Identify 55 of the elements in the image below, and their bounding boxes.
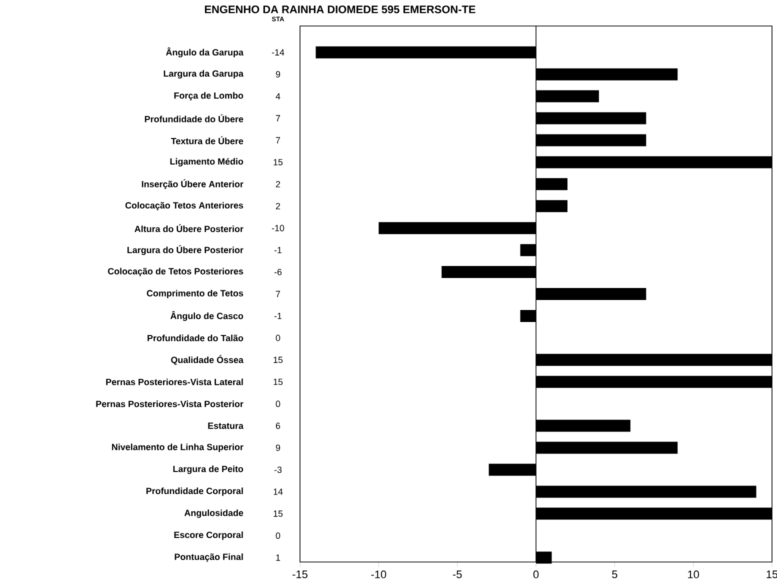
y-tick-label: Angulosidade: [184, 509, 244, 518]
data-label: -3: [274, 466, 282, 473]
y-tick-label: Profundidade Corporal: [146, 488, 243, 496]
x-tick-label: 5: [612, 570, 618, 578]
data-label: 4: [276, 93, 280, 100]
data-label: 1: [276, 554, 280, 561]
y-tick-label: Colocação de Tetos Posteriores: [108, 268, 244, 276]
y-tick-label: Textura de Úbere: [170, 136, 244, 144]
y-tick-label: Comprimento de Tetos: [146, 290, 244, 298]
x-tick-label: 0: [533, 570, 539, 578]
y-tick-label: Profundidade do Talão: [148, 334, 244, 342]
data-label: -1: [274, 312, 282, 320]
y-tick-label: Estatura: [208, 422, 244, 429]
y-tick-label: Largura de Peito: [173, 466, 244, 474]
y-tick-label: Pernas Posteriores-Vista Posterior: [96, 400, 244, 408]
y-tick-label: Largura da Garupa: [164, 70, 244, 79]
data-label: -10: [272, 224, 284, 232]
data-label: 15: [274, 159, 283, 166]
y-tick-label: Ligamento Médio: [170, 158, 244, 166]
x-tick-label: -5: [452, 570, 462, 578]
y-tick-label: Largura do Úbere Posterior: [127, 245, 244, 255]
chart-title: ENGENHO DA RAINHA DIOMEDE 595 EMERSON-TE: [204, 6, 476, 14]
data-label: 15: [274, 510, 283, 517]
data-label: -6: [274, 268, 282, 276]
data-label: 0: [276, 334, 280, 342]
y-tick-label: Colocação Tetos Anteriores: [125, 202, 244, 210]
data-label: 15: [274, 356, 283, 364]
y-tick-label: Força de Lombo: [174, 92, 244, 100]
y-tick-label: Profundidade do Úbere: [144, 114, 244, 122]
data-label: 15: [274, 378, 283, 386]
data-label: -1: [274, 246, 282, 254]
data-label: 9: [276, 444, 280, 451]
data-label: 0: [276, 532, 280, 539]
y-tick-label: Nivelamento de Linha Superior: [112, 444, 244, 452]
x-tick-label: -15: [292, 570, 308, 578]
data-label: 7: [276, 115, 280, 122]
x-tick-label: 10: [688, 570, 699, 578]
data-label: -14: [272, 49, 284, 56]
y-tick-label: Pontuação Final: [174, 553, 243, 562]
y-tick-label: Altura do Úbere Posterior: [134, 224, 244, 232]
data-label: 7: [276, 290, 280, 298]
data-label: 2: [276, 203, 280, 210]
data-label: 7: [276, 137, 280, 144]
data-label: 2: [276, 181, 280, 188]
data-label: 9: [276, 71, 280, 78]
y-tick-label: Escore Corporal: [174, 531, 243, 540]
x-tick-label: -10: [371, 570, 386, 578]
y-tick-label: Inserção Úbere Anterior: [142, 179, 244, 190]
data-label: 0: [276, 400, 280, 408]
y-tick-label: Qualidade Óssea: [171, 355, 244, 365]
y-tick-label: Ângulo da Garupa: [166, 47, 244, 58]
y-tick-label: Pernas Posteriores-Vista Lateral: [106, 378, 243, 386]
data-label: 14: [274, 488, 283, 495]
data-label: 6: [276, 422, 280, 429]
y-tick-label: Ângulo de Casco: [170, 311, 244, 321]
